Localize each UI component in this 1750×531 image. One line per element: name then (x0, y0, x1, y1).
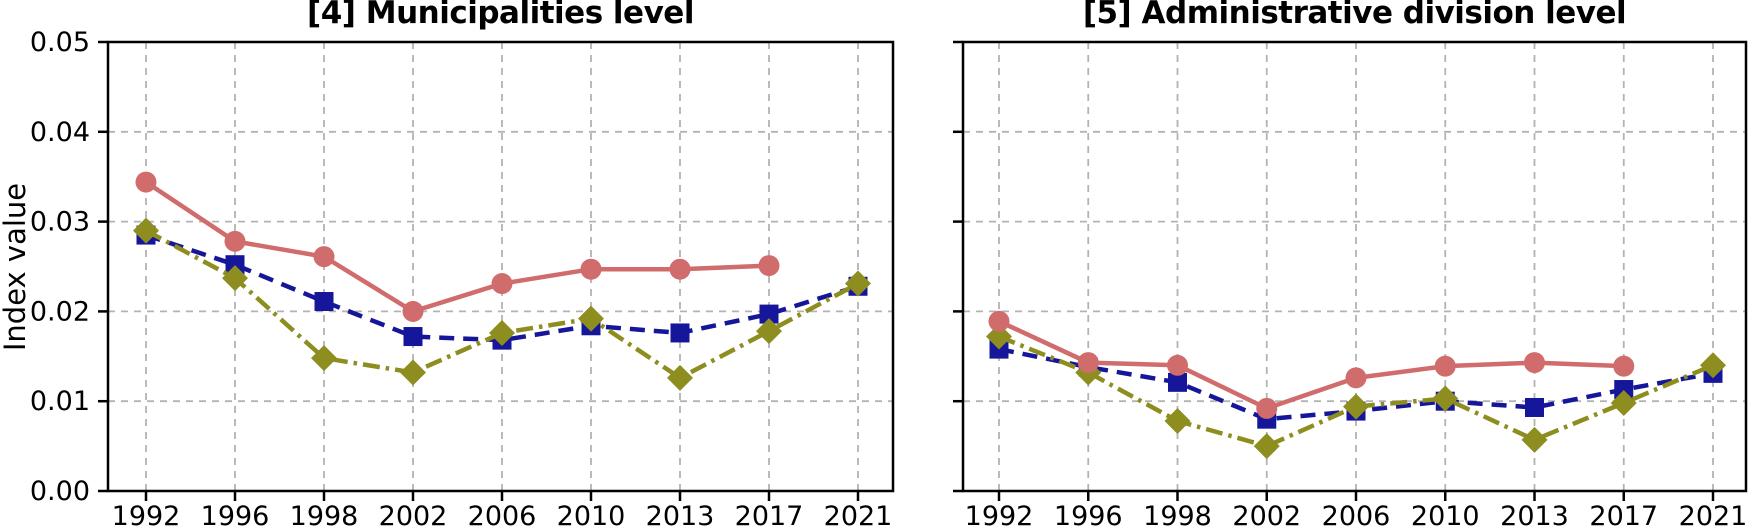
circle-marker (402, 300, 424, 322)
diamond-marker (133, 217, 159, 244)
circle-marker (135, 171, 157, 193)
x-tick-label: 2002 (1232, 501, 1301, 531)
square-marker (670, 323, 690, 343)
circle-marker (491, 273, 513, 295)
x-tick-label: 2013 (646, 501, 715, 531)
series-line (998, 334, 1714, 449)
y-tick-label: 0.05 (30, 27, 90, 58)
circle-marker (758, 255, 780, 277)
circle-marker (988, 310, 1010, 332)
circle-marker (580, 258, 602, 280)
y-tick-label: 0.04 (30, 117, 90, 148)
chart-administrative-division: 1992 1996 1998 2002 2006 2010 2013 2017 2021 (953, 40, 1748, 531)
tick-marks (98, 40, 860, 501)
diamond-marker (1432, 385, 1459, 412)
diamond-marker (667, 364, 693, 391)
diamond-marker (1253, 433, 1280, 460)
diamond-marker (986, 323, 1012, 350)
square-marker (1614, 380, 1634, 400)
circle-marker (1256, 397, 1278, 419)
circle-marker (1077, 352, 1099, 374)
x-tick-label: 2021 (824, 501, 893, 531)
y-tick-label: 0.01 (30, 386, 90, 417)
square-marker (225, 255, 245, 275)
circle-marker (669, 258, 691, 280)
circle-marker (1434, 355, 1456, 377)
tick-labels: 1992 1996 1998 2002 2006 2010 2013 2017 2021 (965, 501, 1748, 531)
square-marker (759, 304, 779, 324)
circle-marker (1524, 352, 1545, 374)
series-red-solid-circles (988, 310, 1635, 419)
diamond-marker (1343, 393, 1369, 420)
diamond-marker (1700, 352, 1726, 379)
x-tick-label: 1998 (290, 501, 359, 531)
diamond-marker (845, 270, 871, 297)
gridlines (963, 42, 1746, 491)
x-tick-label: 2002 (379, 501, 448, 531)
diamond-marker (756, 318, 782, 345)
circle-marker (1613, 355, 1635, 377)
circle-marker (224, 230, 246, 252)
tick-labels: 1992 1996 1998 2002 2006 2010 2013 2017 2021 0.00… (30, 27, 892, 531)
x-tick-label: 1992 (112, 501, 181, 531)
circle-marker (313, 246, 335, 268)
x-tick-label: 1998 (1143, 501, 1212, 531)
x-tick-label: 2017 (1589, 501, 1658, 531)
circle-marker (1345, 367, 1367, 389)
series-line (998, 319, 1624, 411)
x-tick-label: 2010 (1411, 501, 1480, 531)
y-tick-label: 0.00 (30, 476, 90, 507)
diamond-marker (222, 265, 248, 292)
plot-border (961, 40, 1748, 493)
plot-border (106, 40, 895, 493)
right-chart-title: [5] Administrative division level (1082, 0, 1627, 31)
left-chart-title: [4] Municipalities level (307, 0, 694, 31)
diamond-marker (1164, 407, 1191, 434)
series-line (144, 180, 770, 314)
series-olive-dashdot-diamonds (133, 217, 871, 391)
diamond-marker (1610, 389, 1637, 416)
diamond-marker (400, 359, 426, 386)
y-tick-label: 0.03 (30, 207, 90, 238)
diamond-marker (311, 345, 337, 372)
square-marker (1525, 397, 1544, 417)
series-red-solid-circles (135, 171, 780, 322)
diamond-marker (489, 319, 515, 346)
square-marker (1168, 372, 1187, 392)
x-tick-label: 2021 (1679, 501, 1748, 531)
diamond-marker (578, 305, 604, 332)
x-tick-label: 1996 (201, 501, 270, 531)
x-tick-label: 1996 (1054, 501, 1123, 531)
circle-marker (1167, 354, 1188, 376)
x-tick-label: 1992 (965, 501, 1034, 531)
x-tick-label: 2013 (1500, 501, 1569, 531)
y-tick-label: 0.02 (30, 296, 90, 327)
diamond-marker (1521, 426, 1548, 453)
chart-municipalities: 1992 1996 1998 2002 2006 2010 2013 2017 2021 0.00… (30, 27, 895, 531)
square-marker (314, 292, 334, 312)
x-tick-label: 2006 (1322, 501, 1391, 531)
tick-marks (953, 40, 1715, 501)
square-marker (403, 327, 423, 347)
x-tick-label: 2006 (468, 501, 537, 531)
x-tick-label: 2017 (735, 501, 804, 531)
x-tick-label: 2010 (557, 501, 626, 531)
series-line (144, 228, 860, 381)
